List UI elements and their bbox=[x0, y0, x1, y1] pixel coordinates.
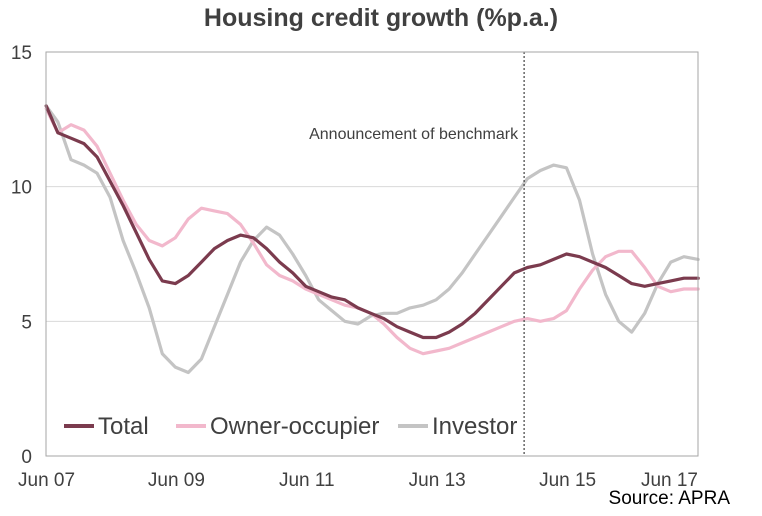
series-line-investor bbox=[44, 104, 700, 375]
legend-label-total: Total bbox=[98, 413, 149, 440]
series-line-total bbox=[44, 104, 700, 340]
x-tick-label: Jun 07 bbox=[18, 470, 75, 491]
x-tick-label: Jun 11 bbox=[279, 470, 335, 491]
plot-frame bbox=[45, 51, 699, 457]
annotation-label: Announcement of benchmark bbox=[309, 126, 519, 143]
y-tick-label: 0 bbox=[21, 447, 32, 468]
source-note: Source: APRA bbox=[608, 488, 730, 509]
x-tick-label: Jun 17 bbox=[641, 470, 698, 491]
y-axis-ticks: 0 5 10 15 bbox=[11, 43, 32, 468]
chart-title: Housing credit growth (%p.a.) bbox=[203, 4, 559, 32]
x-axis-ticks: Jun 07 Jun 09 Jun 11 Jun 13 Jun 15 Jun 17 bbox=[18, 470, 698, 491]
y-tick-label: 5 bbox=[21, 312, 32, 333]
y-tick-label: 15 bbox=[11, 43, 32, 64]
x-tick-label: Jun 13 bbox=[409, 470, 466, 491]
legend: Total Owner-occupier Investor bbox=[64, 413, 517, 440]
y-tick-label: 10 bbox=[11, 178, 32, 199]
legend-label-investor: Investor bbox=[432, 413, 517, 440]
series-lines bbox=[44, 104, 700, 375]
gridlines bbox=[46, 186, 698, 322]
x-tick-label: Jun 09 bbox=[148, 470, 205, 491]
legend-label-owner-occupier: Owner-occupier bbox=[210, 413, 379, 440]
x-tick-label: Jun 15 bbox=[539, 470, 596, 491]
